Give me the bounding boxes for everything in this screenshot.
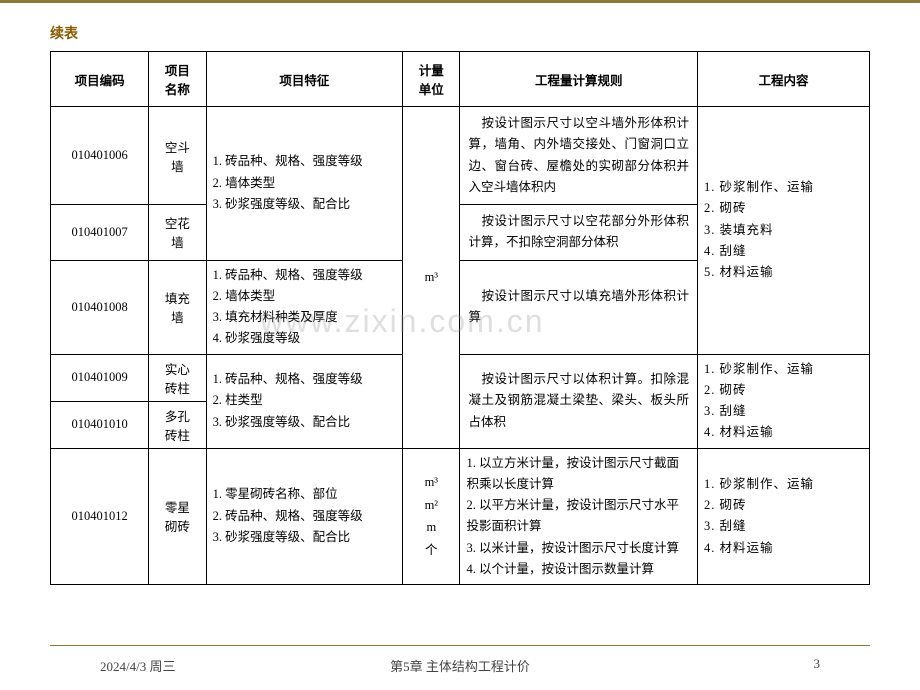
cell-rule: 1. 以立方米计量，按设计图示尺寸截面积乘以长度计算 2. 以平方米计量，按设计… — [460, 448, 698, 585]
cell-name: 空斗 墙 — [149, 107, 206, 205]
cell-code: 010401007 — [51, 205, 149, 261]
header-unit: 计量 单位 — [403, 52, 460, 107]
cell-name: 填充 墙 — [149, 260, 206, 354]
cell-name: 多孔 砖柱 — [149, 401, 206, 448]
cell-unit: m³ m² m 个 — [403, 448, 460, 585]
footer: 2024/4/3 周三 第5章 主体结构工程计价 3 — [50, 645, 870, 675]
table-row: 010401012 零星 砌砖 1. 零星砌砖名称、部位 2. 砖品种、规格、强… — [51, 448, 870, 585]
cell-content: 1. 砂浆制作、运输 2. 砌砖 3. 刮缝 4. 材料运输 — [697, 448, 869, 585]
table-header-row: 项目编码 项目 名称 项目特征 计量 单位 工程量计算规则 工程内容 — [51, 52, 870, 107]
table-container: 项目编码 项目 名称 项目特征 计量 单位 工程量计算规则 工程内容 01040… — [50, 51, 870, 585]
footer-page: 3 — [580, 656, 820, 675]
cell-unit: m³ — [403, 107, 460, 449]
cell-rule: 按设计图示尺寸以体积计算。扣除混凝土及钢筋混凝土梁垫、梁头、板头所占体积 — [460, 354, 698, 448]
main-table: 项目编码 项目 名称 项目特征 计量 单位 工程量计算规则 工程内容 01040… — [50, 51, 870, 585]
cell-code: 010401009 — [51, 354, 149, 401]
footer-chapter: 第5章 主体结构工程计价 — [340, 656, 580, 675]
cell-code: 010401012 — [51, 448, 149, 585]
cell-code: 010401010 — [51, 401, 149, 448]
cell-name: 零星 砌砖 — [149, 448, 206, 585]
footer-date: 2024/4/3 周三 — [100, 656, 340, 675]
header-content: 工程内容 — [697, 52, 869, 107]
table-caption: 续表 — [50, 23, 870, 43]
cell-rule: 按设计图示尺寸以空花部分外形体积计算，不扣除空洞部分体积 — [460, 205, 698, 261]
header-name: 项目 名称 — [149, 52, 206, 107]
table-row: 010401009 实心 砖柱 1. 砖品种、规格、强度等级 2. 柱类型 3.… — [51, 354, 870, 401]
cell-rule: 按设计图示尺寸以空斗墙外形体积计算，墙角、内外墙交接处、门窗洞口立边、窗台砖、屋… — [460, 107, 698, 205]
table-row: 010401006 空斗 墙 1. 砖品种、规格、强度等级 2. 墙体类型 3.… — [51, 107, 870, 205]
cell-features: 1. 砖品种、规格、强度等级 2. 墙体类型 3. 填充材料种类及厚度 4. 砂… — [206, 260, 403, 354]
header-code: 项目编码 — [51, 52, 149, 107]
cell-features: 1. 零星砌砖名称、部位 2. 砖品种、规格、强度等级 3. 砂浆强度等级、配合… — [206, 448, 403, 585]
slide-container: 续表 www.zixin.com.cn 项目编码 项目 名称 项目特征 计量 单… — [0, 0, 920, 690]
cell-features: 1. 砖品种、规格、强度等级 2. 柱类型 3. 砂浆强度等级、配合比 — [206, 354, 403, 448]
header-features: 项目特征 — [206, 52, 403, 107]
cell-rule: 按设计图示尺寸以填充墙外形体积计算 — [460, 260, 698, 354]
cell-code: 010401006 — [51, 107, 149, 205]
cell-content: 1. 砂浆制作、运输 2. 砌砖 3. 装填充料 4. 刮缝 5. 材料运输 — [697, 107, 869, 355]
header-rule: 工程量计算规则 — [460, 52, 698, 107]
cell-name: 空花 墙 — [149, 205, 206, 261]
cell-name: 实心 砖柱 — [149, 354, 206, 401]
cell-content: 1. 砂浆制作、运输 2. 砌砖 3. 刮缝 4. 材料运输 — [697, 354, 869, 448]
cell-features: 1. 砖品种、规格、强度等级 2. 墙体类型 3. 砂浆强度等级、配合比 — [206, 107, 403, 261]
cell-code: 010401008 — [51, 260, 149, 354]
